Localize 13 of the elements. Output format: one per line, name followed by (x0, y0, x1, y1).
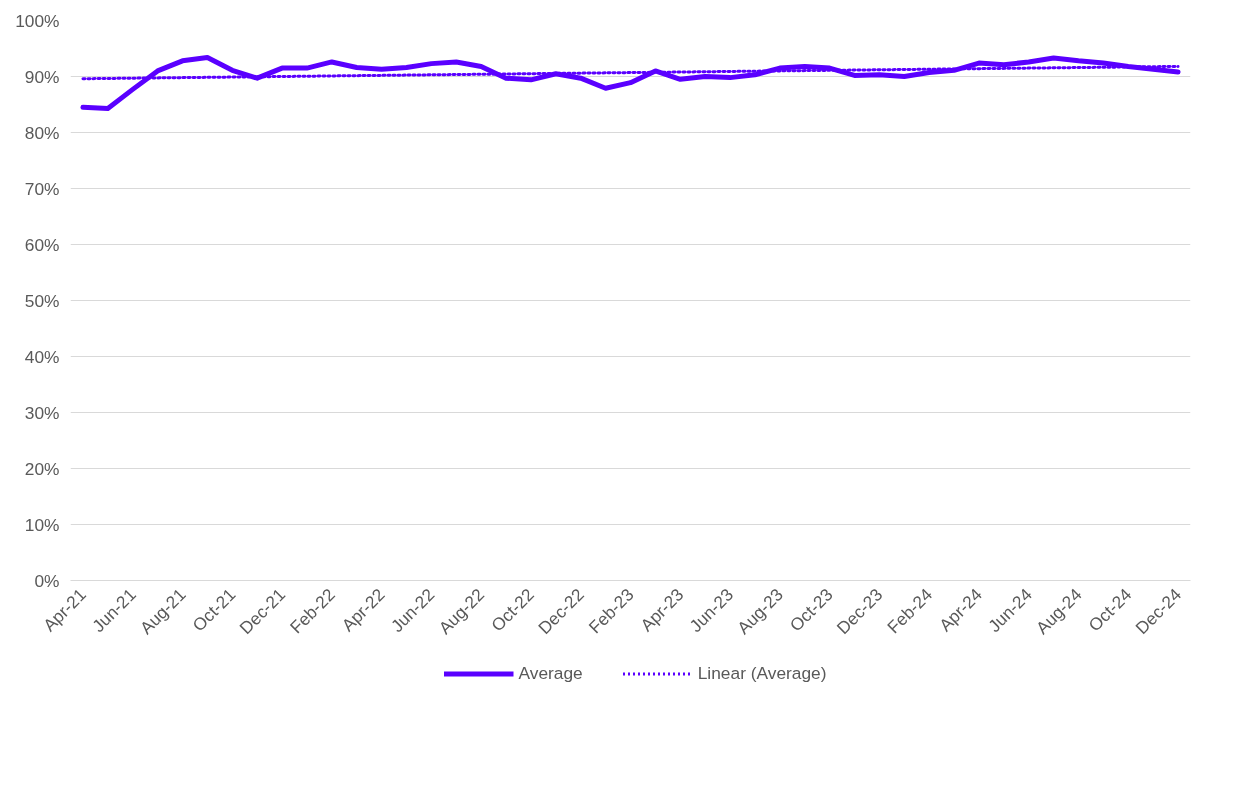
y-tick-label: 30% (24, 402, 60, 423)
y-tick-label: 20% (24, 458, 60, 479)
y-tick-label: 100% (15, 10, 60, 31)
y-tick-label: 50% (24, 290, 60, 311)
y-tick-label: 10% (24, 514, 60, 535)
y-tick-label: 70% (24, 178, 60, 199)
legend-label: Linear (Average) (697, 662, 827, 684)
y-tick-label: 80% (24, 122, 60, 143)
legend-label: Average (518, 662, 583, 684)
y-tick-label: 0% (34, 570, 60, 591)
y-tick-label: 60% (24, 234, 60, 255)
y-tick-label: 90% (24, 66, 60, 87)
y-tick-label: 40% (24, 346, 60, 367)
